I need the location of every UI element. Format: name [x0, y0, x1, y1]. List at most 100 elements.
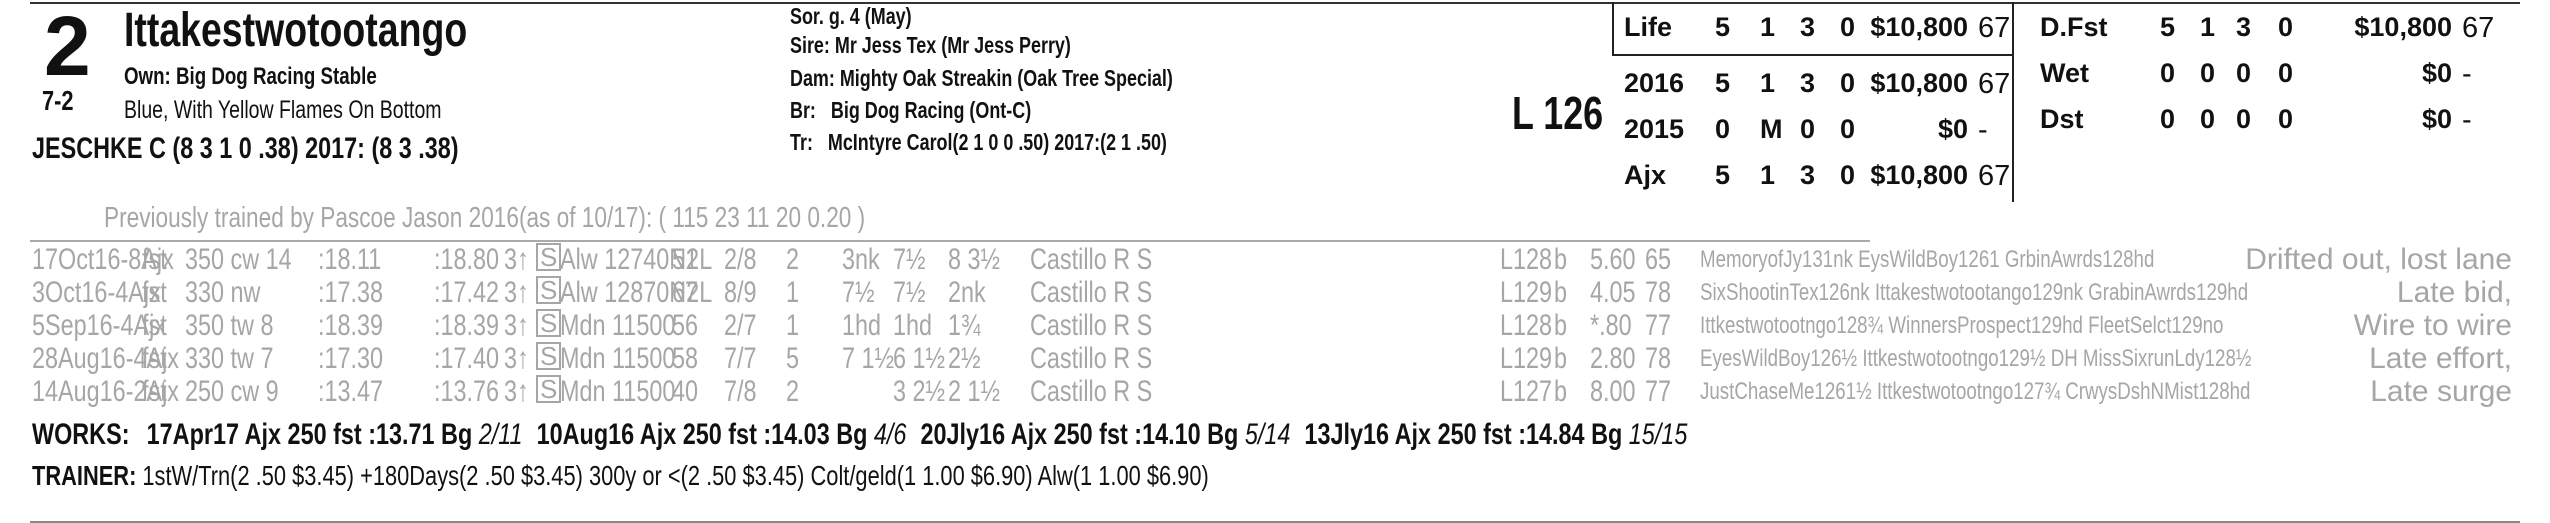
stat-label: Life — [1624, 12, 1673, 42]
pp-date-text: 17Oct16-8Ajx — [32, 243, 174, 276]
owner: Own: Big Dog Racing Stable — [124, 63, 448, 91]
pp-t1-text: :17.38 — [318, 276, 384, 309]
stat-s: 0 — [1840, 68, 1856, 98]
pp-c1-text: 7 1½ — [842, 342, 895, 375]
work-track: Ajx — [1010, 418, 1054, 451]
trainer-line: Tr: McIntyre Carol(2 1 0 0 .50) 2017:(2 … — [790, 128, 1281, 157]
state-bred-box: S — [536, 342, 562, 370]
pp-st-text: 2 — [786, 375, 800, 408]
stat-w: 1 — [1760, 160, 1776, 190]
state-bred-box: S — [536, 276, 562, 304]
silks-text: Blue, With Yellow Flames On Bottom — [124, 96, 442, 124]
work-track: Ajx — [639, 418, 683, 451]
pp-jockey-text: Castillo R S — [1030, 276, 1153, 309]
pp-c1-text: 3nk — [842, 243, 880, 276]
pp-surf-text: fst — [142, 309, 167, 342]
stat-earnings: $0 — [1937, 114, 1968, 144]
stats-box-divider — [1612, 54, 2012, 56]
stat-earnings: $0 — [2421, 58, 2452, 88]
stat-w: M — [1760, 114, 1783, 144]
pp-comment-line-text: SixShootinTex126nk Ittakestwotootango129… — [1700, 279, 2249, 306]
work-entry: 17Apr17 Ajx 250 fst :13.71 Bg 2/11 — [147, 418, 523, 451]
stats-box-right-border — [2012, 2, 2014, 202]
pp-row: 17Oct16-8Ajx fst 350 cw 14:18.11:18.80 3↑ 51… — [0, 243, 2550, 276]
pp-spd-text: 77 — [1645, 309, 1672, 342]
pp-fin-text: 2½ — [948, 342, 981, 375]
pp-wt-text: L128 — [1500, 243, 1553, 276]
pp-jockey-text: Castillo R S — [1030, 309, 1153, 342]
top-rule — [30, 2, 2520, 4]
dam-label: Dam: — [790, 65, 835, 91]
stat-starts: 5 — [2160, 12, 2176, 42]
stat-earnings: $10,800 — [1870, 160, 1968, 190]
pp-t2-text: :17.40 — [434, 342, 500, 375]
work-date: 10Aug16 — [536, 418, 640, 451]
stat-w: 1 — [1760, 68, 1776, 98]
work-grade: Bg — [1591, 418, 1629, 451]
pp-c2-text: 1hd — [893, 309, 933, 342]
pp-t2-text: :18.39 — [434, 309, 500, 342]
stat-earnings: $10,800 — [1870, 12, 1968, 42]
stat-starts: 0 — [2160, 58, 2176, 88]
work-distance: 250 fst — [1437, 418, 1519, 451]
pp-med-text: b — [1554, 342, 1568, 375]
stat-s: 0 — [2278, 58, 2294, 88]
breeder-line: Br: Big Dog Racing (Ont-C) — [790, 96, 1281, 125]
pp-rating-text: 58 — [672, 342, 699, 375]
pp-age-text: 3↑ — [504, 309, 529, 342]
dam-line: Dam: Mighty Oak Streakin (Oak Tree Speci… — [790, 64, 1281, 93]
pp-odds-text: 2.80 — [1590, 342, 1636, 375]
work-time: :14.10 — [1134, 418, 1208, 451]
pp-st-text: 5 — [786, 342, 800, 375]
pp-st-text: 1 — [786, 309, 800, 342]
work-time: :13.71 — [368, 418, 442, 451]
works-line: WORKS: 17Apr17 Ajx 250 fst :13.71 Bg 2/11… — [32, 418, 2172, 452]
stat-speed: - — [2462, 58, 2472, 90]
pp-med-text: b — [1554, 276, 1568, 309]
trainer-stats-line: TRAINER: 1stW/Trn(2 .50 $3.45) +180Days(… — [32, 460, 1541, 492]
horse-name: Ittakestwotootango — [124, 6, 564, 56]
pp-med-text: b — [1554, 243, 1568, 276]
assigned-weight: L 126 — [1512, 88, 1629, 138]
stat-speed: 67 — [1978, 160, 2011, 192]
work-track: Ajx — [244, 418, 288, 451]
work-time: :14.03 — [763, 418, 837, 451]
pp-dist-text: 250 cw 9 — [185, 375, 279, 408]
stat-s: 0 — [1840, 114, 1856, 144]
dam-value: Mighty Oak Streakin (Oak Tree Special) — [839, 65, 1173, 91]
pp-odds-text: 8.00 — [1590, 375, 1636, 408]
works-label: WORKS: — [32, 418, 130, 451]
stat-label: 2015 — [1624, 114, 1685, 144]
pp-date-text: 3Oct16-4Ajx — [32, 276, 161, 309]
sex-age: Sor. g. 4 (May) — [790, 3, 912, 29]
breeder-value: Big Dog Racing (Ont-C) — [830, 97, 1032, 123]
horse-name-text: Ittakestwotootango — [124, 4, 468, 57]
pp-t1-text: :17.30 — [318, 342, 384, 375]
trainer-label: Tr: — [790, 129, 813, 155]
pp-t1-text: :18.11 — [318, 243, 382, 276]
stat-label: 2016 — [1624, 68, 1685, 98]
bottom-rule — [30, 521, 2520, 523]
pp-comment-line-text: Ittkestwotootngo128¾ WinnersProspect129h… — [1700, 312, 2224, 339]
stat-starts: 5 — [1715, 160, 1731, 190]
sire-line: Sire: Mr Jess Tex (Mr Jess Perry) — [790, 31, 1281, 60]
stat-speed: - — [1978, 114, 1988, 146]
work-grade: Bg — [441, 418, 479, 451]
morning-line-odds: 7-2 — [42, 86, 82, 116]
pp-surf-text: fst — [142, 342, 167, 375]
stat-earnings: $10,800 — [2354, 12, 2452, 42]
pp-date-text: 5Sep16-4Ajx — [32, 309, 167, 342]
pp-note: Late bid, — [2396, 276, 2512, 309]
pp-race-text: Mdn 11500 — [560, 342, 676, 375]
pp-surf-text: fst — [142, 276, 167, 309]
pp-rating-text: 51 — [672, 243, 699, 276]
stat-speed: - — [2462, 104, 2472, 136]
breeder-label: Br: — [790, 97, 816, 123]
pp-surf-text: fst — [142, 243, 167, 276]
pp-note: Drifted out, lost lane — [2245, 243, 2512, 276]
pp-age-text: 3↑ — [504, 342, 529, 375]
pp-c1-text: 1hd — [842, 309, 882, 342]
pp-c1-text: 7½ — [842, 276, 875, 309]
pp-t2-text: :18.80 — [434, 243, 500, 276]
owner-text: Own: Big Dog Racing Stable — [124, 63, 377, 90]
